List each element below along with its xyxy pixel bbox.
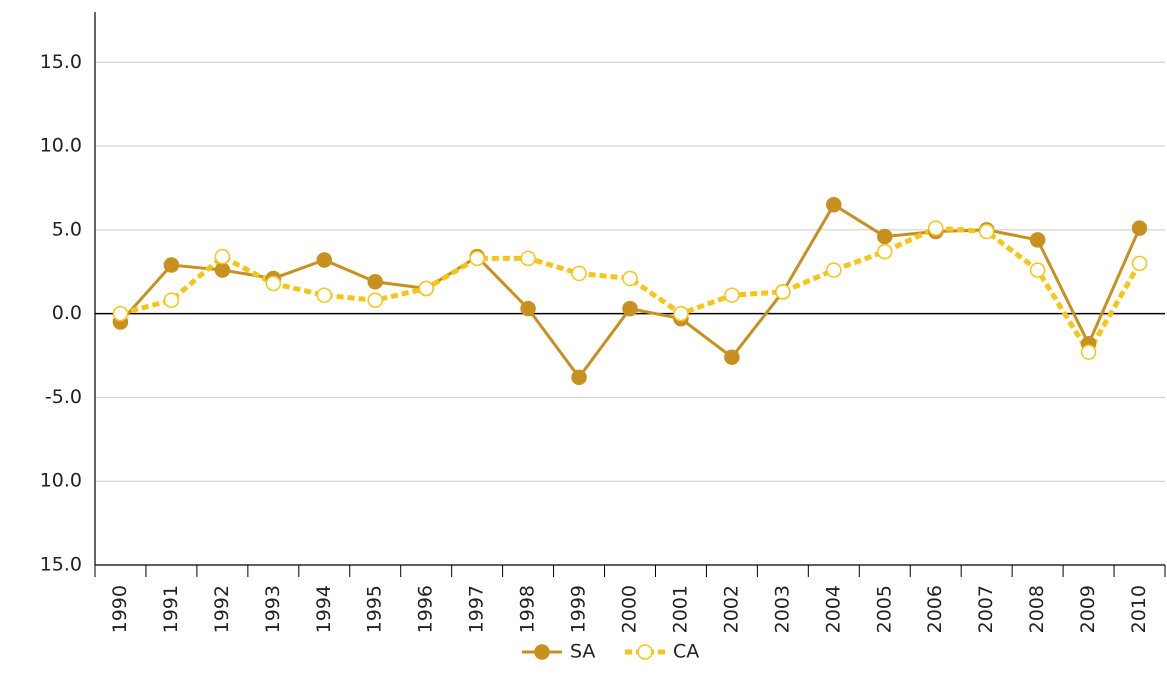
x-tick-label: 1995 xyxy=(364,585,386,633)
marker xyxy=(724,349,740,365)
x-tick-label: 2004 xyxy=(822,585,844,633)
x-tick-label: 1999 xyxy=(568,585,590,633)
x-tick-label: 2009 xyxy=(1077,585,1099,633)
marker xyxy=(571,369,587,386)
x-tick-label: 2002 xyxy=(720,585,742,633)
legend-marker xyxy=(534,644,550,660)
marker xyxy=(112,305,129,322)
x-tick-label: 1992 xyxy=(211,585,233,633)
marker xyxy=(877,243,893,260)
x-tick-label: 2001 xyxy=(669,585,691,633)
marker xyxy=(673,305,689,322)
x-tick-label: 2000 xyxy=(619,585,641,633)
marker xyxy=(520,250,536,267)
marker xyxy=(265,275,282,292)
marker xyxy=(622,270,638,287)
x-tick-label: 1990 xyxy=(109,585,131,633)
x-tick-label: 1993 xyxy=(262,585,284,633)
marker xyxy=(520,300,536,317)
marker xyxy=(214,248,231,265)
marker xyxy=(724,287,740,303)
x-tick-label: 2005 xyxy=(873,585,895,633)
marker xyxy=(622,300,638,317)
legend-label: CA xyxy=(673,641,699,663)
y-tick-label: 10.0 xyxy=(40,470,82,492)
marker xyxy=(367,292,383,308)
y-tick-label: 15.0 xyxy=(40,51,82,73)
marker xyxy=(418,280,434,297)
x-tick-label: 2003 xyxy=(771,585,793,633)
marker xyxy=(1131,255,1148,272)
marker xyxy=(571,265,587,282)
marker xyxy=(826,196,842,213)
x-tick-label: 1991 xyxy=(160,585,182,633)
x-tick-label: 1996 xyxy=(415,585,437,633)
x-tick-label: 1998 xyxy=(517,585,539,633)
y-tick-label: 5.0 xyxy=(52,218,82,240)
marker xyxy=(775,284,791,300)
y-tick-label: 15.0 xyxy=(40,554,82,576)
legend-label: SA xyxy=(570,641,595,663)
marker xyxy=(316,252,333,268)
marker xyxy=(978,223,995,240)
x-tick-label: 2010 xyxy=(1128,585,1150,633)
marker xyxy=(469,250,485,267)
legend-marker xyxy=(637,644,653,660)
marker xyxy=(316,287,333,303)
x-tick-label: 1997 xyxy=(466,585,488,633)
marker xyxy=(1131,220,1148,236)
x-tick-label: 2008 xyxy=(1026,585,1048,633)
marker xyxy=(1080,344,1097,360)
marker xyxy=(826,262,842,278)
y-tick-label: 10.0 xyxy=(40,135,82,157)
marker xyxy=(163,292,180,308)
series-line xyxy=(119,225,1142,358)
x-tick-label: 2007 xyxy=(975,585,997,633)
marker xyxy=(1029,232,1046,248)
y-tick-label: 0.0 xyxy=(52,302,82,324)
marker xyxy=(163,257,180,273)
marker xyxy=(1029,262,1046,278)
x-tick-label: 2006 xyxy=(924,585,946,633)
marker xyxy=(214,262,231,278)
marker xyxy=(367,274,383,290)
y-tick-label: -5.0 xyxy=(45,386,82,408)
marker xyxy=(927,220,944,236)
marker xyxy=(877,228,893,245)
x-tick-label: 1994 xyxy=(313,585,335,633)
